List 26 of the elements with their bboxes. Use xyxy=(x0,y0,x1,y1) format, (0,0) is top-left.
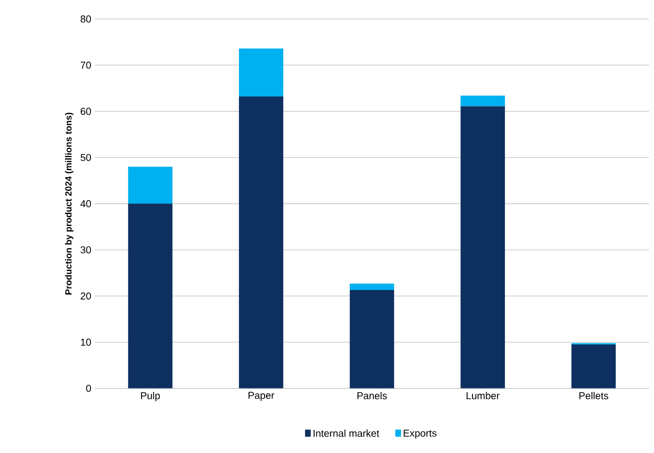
y-tick-label: 50 xyxy=(80,154,91,161)
bar xyxy=(238,96,284,388)
bar xyxy=(350,283,394,290)
bar xyxy=(571,344,616,388)
x-tick-label: Pellets xyxy=(579,392,608,400)
bar xyxy=(128,166,172,204)
bar xyxy=(460,95,505,106)
x-tick-label: Lumber xyxy=(466,392,500,400)
bar xyxy=(350,290,394,388)
y-tick-label: 10 xyxy=(80,338,91,346)
y-tick-label: 70 xyxy=(80,61,91,69)
bar xyxy=(128,204,172,388)
y-axis-title: Production by product 2024 (millions tons) xyxy=(64,112,74,294)
bar xyxy=(238,48,284,96)
y-tick-label: 80 xyxy=(80,15,91,22)
y-tick-label: 20 xyxy=(80,292,91,300)
y-tick-label: 60 xyxy=(80,108,91,115)
x-tick-label: Pulp xyxy=(141,392,160,402)
y-tick-label: 0 xyxy=(86,384,91,392)
x-tick-label: Paper xyxy=(248,392,274,401)
bar xyxy=(460,106,505,388)
y-tick-label: 30 xyxy=(80,246,91,254)
legend-label: Exports xyxy=(404,430,436,439)
x-tick-label: Panels xyxy=(357,392,387,400)
y-tick-label: 40 xyxy=(80,200,91,208)
legend-label: Internal market xyxy=(314,429,380,437)
